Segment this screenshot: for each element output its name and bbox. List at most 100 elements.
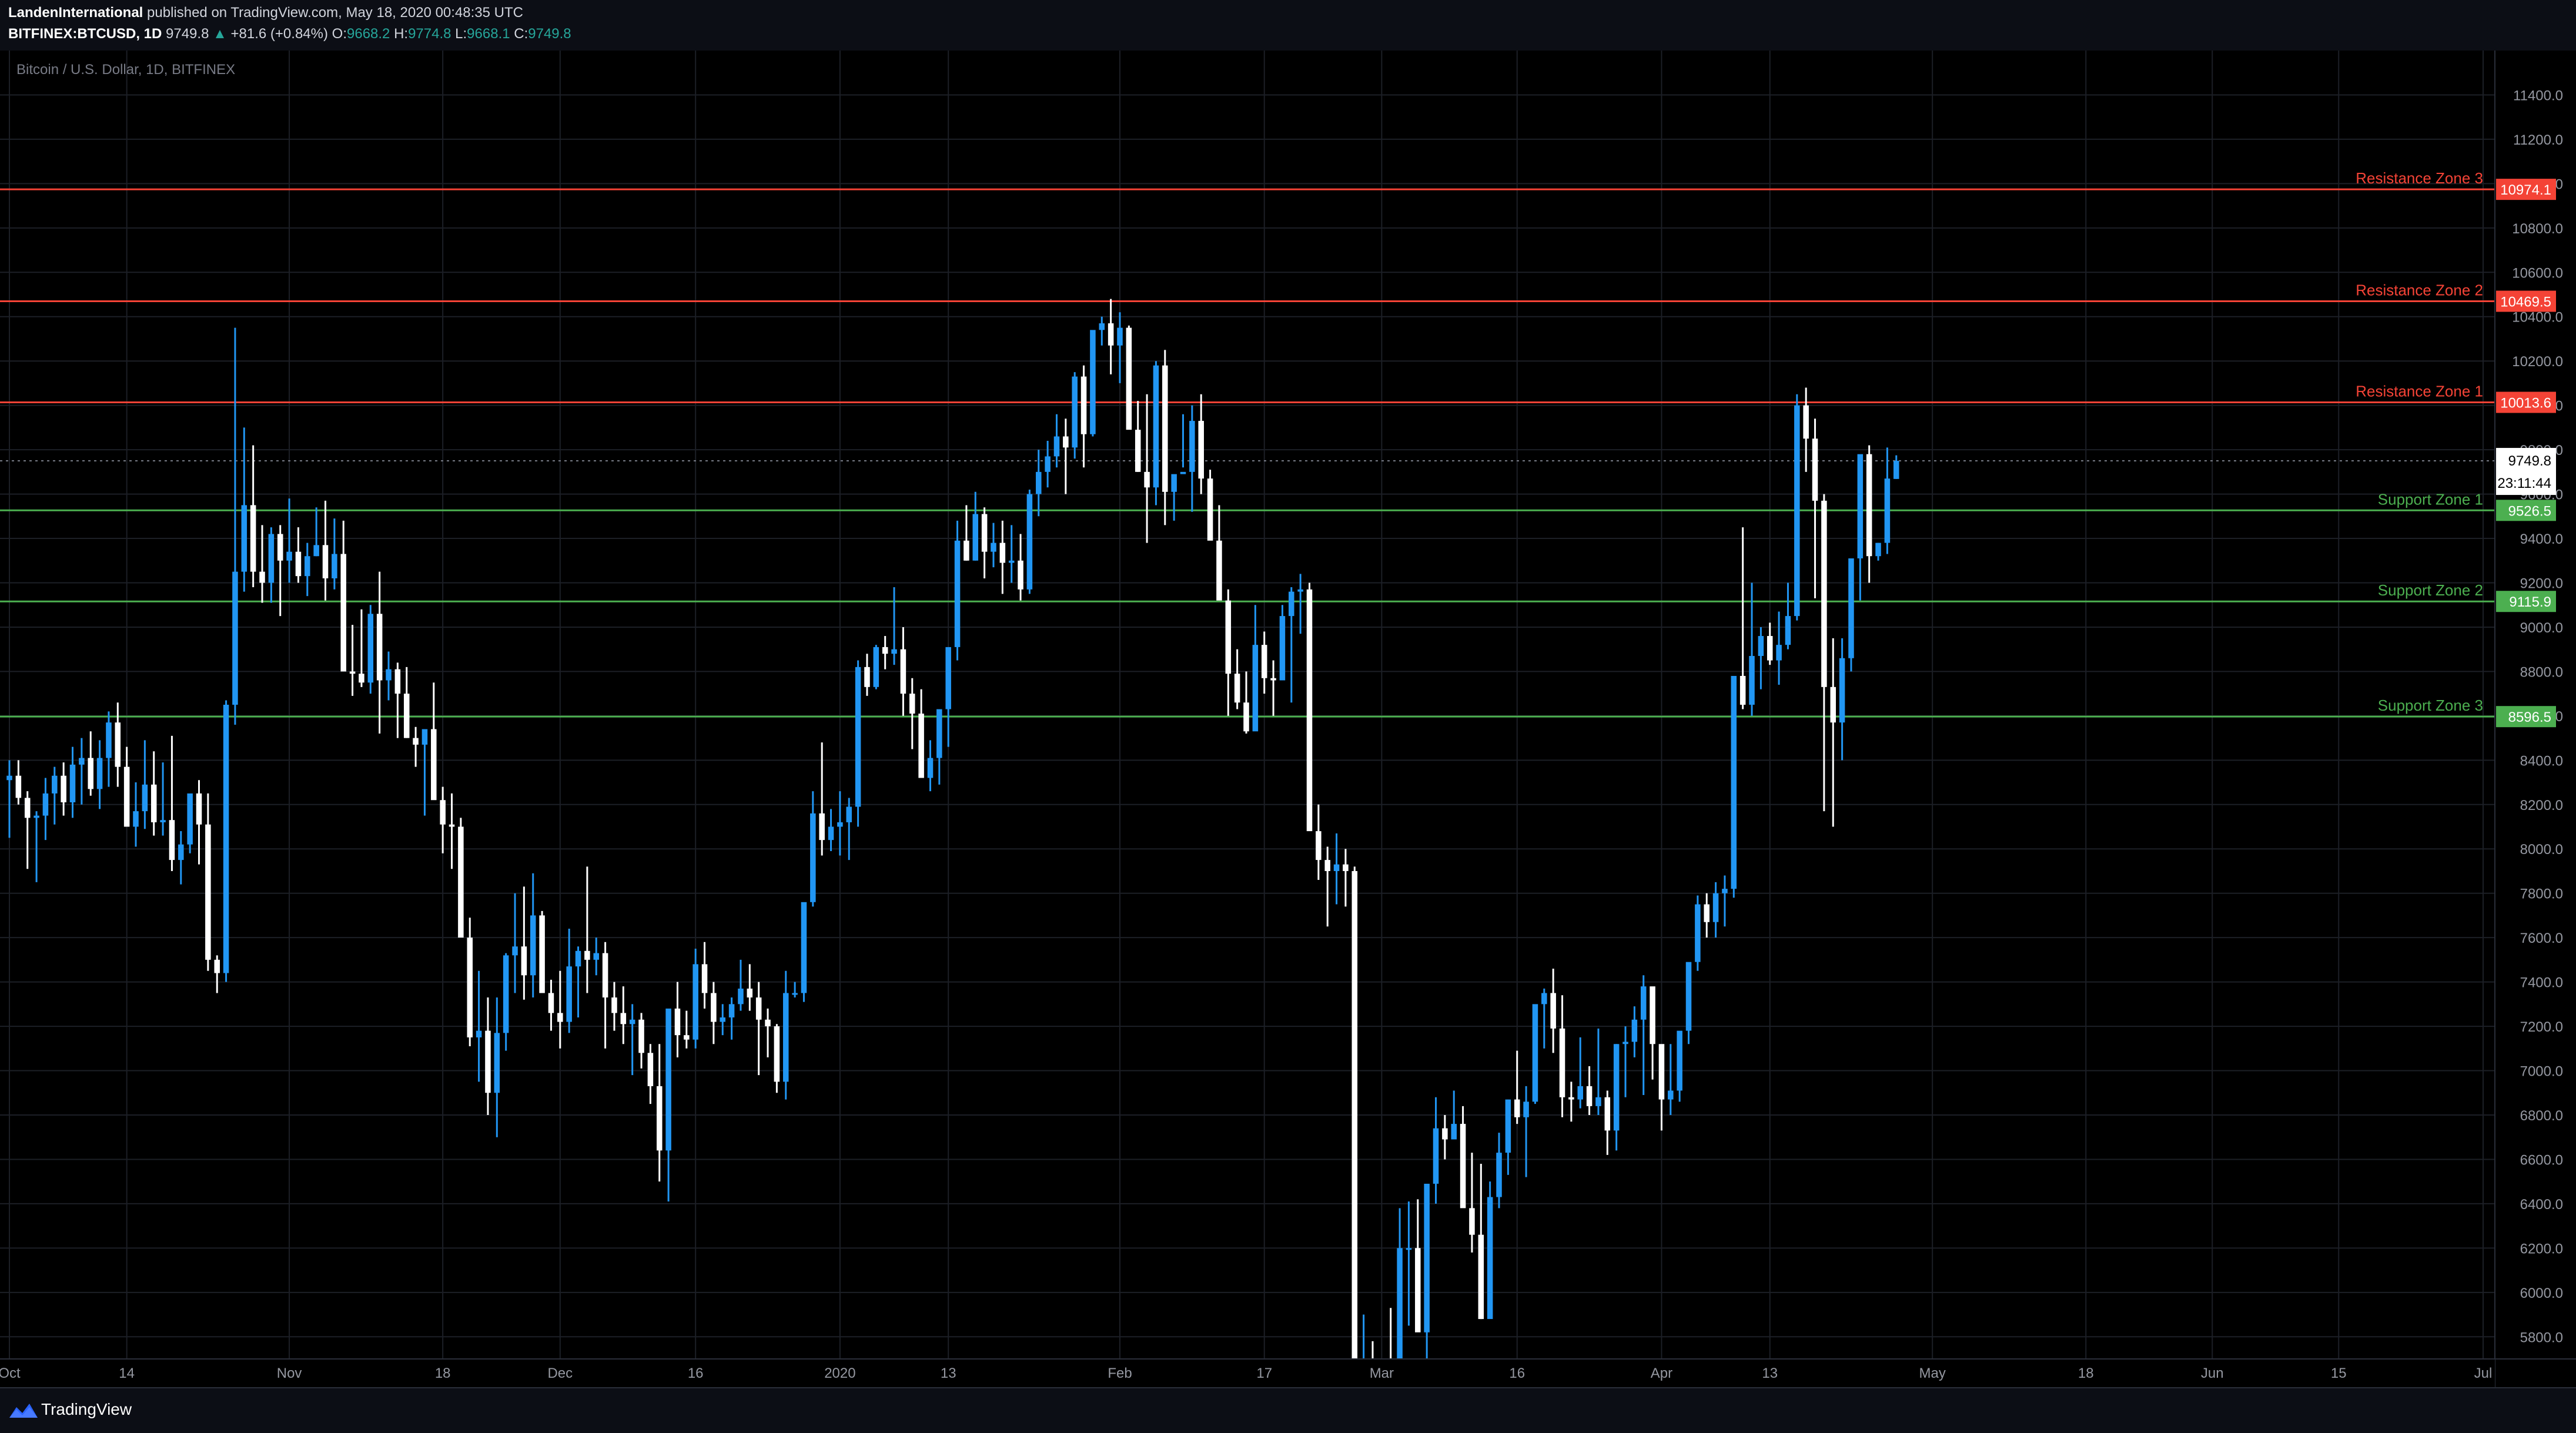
candle-body[interactable]: [882, 647, 888, 654]
candle-body[interactable]: [1180, 471, 1186, 474]
candle-body[interactable]: [684, 1035, 690, 1040]
candle-body[interactable]: [530, 915, 536, 976]
candle-body[interactable]: [1758, 636, 1764, 656]
candle-body[interactable]: [277, 534, 283, 561]
candle-body[interactable]: [1685, 962, 1692, 1031]
candle-body[interactable]: [196, 793, 202, 825]
candle-body[interactable]: [1866, 454, 1872, 557]
candle-body[interactable]: [476, 1030, 482, 1037]
candle-body[interactable]: [1225, 600, 1232, 674]
candle-body[interactable]: [340, 554, 346, 672]
candle-body[interactable]: [873, 647, 879, 687]
candle-body[interactable]: [150, 784, 157, 822]
candle-body[interactable]: [1026, 494, 1033, 590]
candle-body[interactable]: [1884, 478, 1891, 543]
candle-body[interactable]: [792, 993, 798, 995]
candle-body[interactable]: [295, 551, 302, 577]
candle-body[interactable]: [1857, 454, 1864, 558]
candle-body[interactable]: [1343, 864, 1349, 871]
candle-body[interactable]: [1063, 436, 1069, 448]
candle-body[interactable]: [1252, 645, 1259, 732]
candle-body[interactable]: [1803, 405, 1809, 439]
candles[interactable]: [6, 299, 1899, 1364]
candle-body[interactable]: [1613, 1044, 1620, 1131]
candlestick-chart[interactable]: Resistance Zone 3 Resistance Zone 2 Resist…: [0, 51, 2576, 1387]
candle-body[interactable]: [1767, 636, 1773, 661]
candle-body[interactable]: [367, 614, 374, 683]
candle-body[interactable]: [900, 649, 906, 694]
candle-body[interactable]: [1072, 376, 1078, 448]
candle-body[interactable]: [1812, 438, 1818, 501]
candle-body[interactable]: [909, 694, 915, 714]
candle-body[interactable]: [241, 505, 247, 572]
candle-body[interactable]: [1099, 323, 1105, 330]
candle-body[interactable]: [584, 950, 590, 960]
candle-body[interactable]: [1333, 864, 1340, 871]
candle-body[interactable]: [665, 1008, 671, 1151]
candle-body[interactable]: [1018, 560, 1023, 590]
candle-body[interactable]: [1695, 904, 1701, 962]
candle-body[interactable]: [1117, 327, 1123, 346]
author-name[interactable]: LandenInternational: [8, 5, 143, 21]
candle-body[interactable]: [1712, 893, 1719, 922]
candle-body[interactable]: [981, 514, 988, 552]
candle-body[interactable]: [701, 964, 708, 993]
candle-body[interactable]: [819, 813, 825, 841]
candle-body[interactable]: [349, 671, 356, 674]
candle-body[interactable]: [1036, 471, 1042, 494]
candle-body[interactable]: [142, 784, 148, 812]
candle-body[interactable]: [485, 1030, 491, 1093]
candle-body[interactable]: [115, 722, 121, 767]
candle-body[interactable]: [494, 1033, 500, 1093]
candle-body[interactable]: [322, 545, 329, 578]
candle-body[interactable]: [593, 953, 600, 960]
candle-body[interactable]: [61, 775, 66, 803]
candle-body[interactable]: [620, 1013, 627, 1024]
candle-body[interactable]: [1839, 658, 1845, 723]
candle-body[interactable]: [250, 505, 256, 572]
candle-body[interactable]: [846, 806, 852, 822]
candle-body[interactable]: [1640, 986, 1647, 1020]
candle-body[interactable]: [1577, 1086, 1583, 1100]
symbol-label[interactable]: BITFINEX:BTCUSD, 1D: [8, 26, 162, 42]
candle-body[interactable]: [88, 758, 93, 789]
candle-body[interactable]: [945, 647, 951, 709]
time-axis[interactable]: [0, 1359, 2495, 1387]
candle-body[interactable]: [1586, 1086, 1593, 1106]
candle-body[interactable]: [1668, 1090, 1674, 1100]
candle-body[interactable]: [503, 955, 509, 1033]
candle-body[interactable]: [964, 540, 969, 561]
candle-body[interactable]: [1189, 421, 1195, 472]
candle-body[interactable]: [313, 545, 319, 557]
candle-body[interactable]: [1631, 1019, 1638, 1042]
candle-body[interactable]: [413, 738, 419, 745]
candle-body[interactable]: [1080, 376, 1087, 434]
candle-body[interactable]: [1045, 456, 1051, 472]
candle-body[interactable]: [440, 800, 446, 825]
candle-body[interactable]: [332, 554, 337, 578]
candle-body[interactable]: [1496, 1153, 1502, 1197]
candle-body[interactable]: [638, 1019, 644, 1053]
candle-body[interactable]: [1622, 1042, 1628, 1044]
candle-body[interactable]: [1776, 645, 1782, 661]
candle-body[interactable]: [747, 988, 753, 998]
candle-body[interactable]: [123, 766, 130, 827]
candle-body[interactable]: [1568, 1097, 1574, 1100]
candle-body[interactable]: [936, 709, 942, 758]
candle-body[interactable]: [1135, 430, 1141, 472]
candle-body[interactable]: [1234, 674, 1240, 703]
candle-body[interactable]: [548, 993, 554, 1013]
candle-body[interactable]: [782, 993, 789, 1082]
candle-body[interactable]: [647, 1053, 654, 1086]
candle-body[interactable]: [205, 824, 211, 960]
candle-body[interactable]: [629, 1019, 635, 1024]
candle-body[interactable]: [711, 993, 717, 1022]
candle-body[interactable]: [674, 1008, 681, 1036]
candle-body[interactable]: [1397, 1248, 1403, 1359]
candle-body[interactable]: [386, 669, 392, 681]
candle-body[interactable]: [223, 705, 229, 973]
candle-body[interactable]: [656, 1086, 663, 1151]
candle-body[interactable]: [521, 946, 527, 976]
candle-body[interactable]: [52, 775, 58, 793]
candle-body[interactable]: [1739, 675, 1746, 705]
